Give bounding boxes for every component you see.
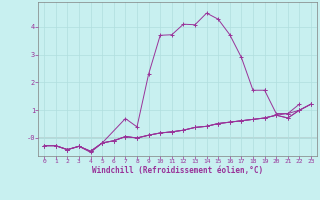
X-axis label: Windchill (Refroidissement éolien,°C): Windchill (Refroidissement éolien,°C) <box>92 166 263 175</box>
